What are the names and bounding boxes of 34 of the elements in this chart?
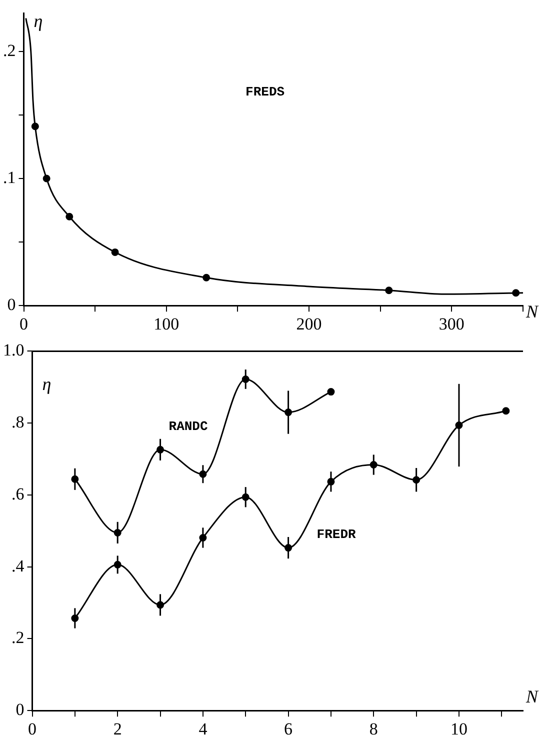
point	[111, 248, 119, 256]
y-tick-label: .4	[12, 556, 25, 576]
x-tick-label: 0	[28, 719, 36, 738]
y-tick-label: .8	[12, 412, 24, 432]
series-label: RANDC	[168, 418, 208, 434]
point	[385, 286, 393, 294]
x-tick-label: 200	[296, 314, 322, 334]
y-tick-label: 0	[7, 295, 16, 314]
x-tick-label: 300	[438, 314, 464, 334]
x-tick-label: 2	[113, 719, 122, 738]
point	[31, 122, 39, 130]
x-tick-label: 10	[450, 719, 468, 738]
x-tick-label: 100	[154, 314, 180, 334]
y-tick-label: 1.0	[3, 340, 24, 360]
x-axis-title: N	[525, 686, 539, 706]
series-label: FREDR	[316, 527, 356, 542]
y-tick-label: .2	[3, 40, 16, 60]
y-tick-label: .6	[12, 484, 24, 504]
point	[66, 212, 74, 220]
point	[42, 174, 50, 182]
y-axis-title: η	[34, 10, 43, 31]
text: FREDS	[246, 84, 285, 100]
y-tick-label: 0	[16, 700, 24, 720]
point	[502, 407, 510, 415]
x-tick-label: 6	[284, 719, 293, 738]
y-axis-title: η	[42, 374, 52, 394]
x-tick-label: 8	[369, 719, 378, 738]
y-tick-label: .1	[3, 168, 16, 187]
point	[202, 274, 210, 282]
point	[327, 388, 335, 396]
y-tick-label: .2	[12, 628, 24, 648]
point	[512, 289, 520, 297]
x-axis-title: N	[525, 301, 539, 322]
x-tick-label: 4	[198, 719, 208, 738]
